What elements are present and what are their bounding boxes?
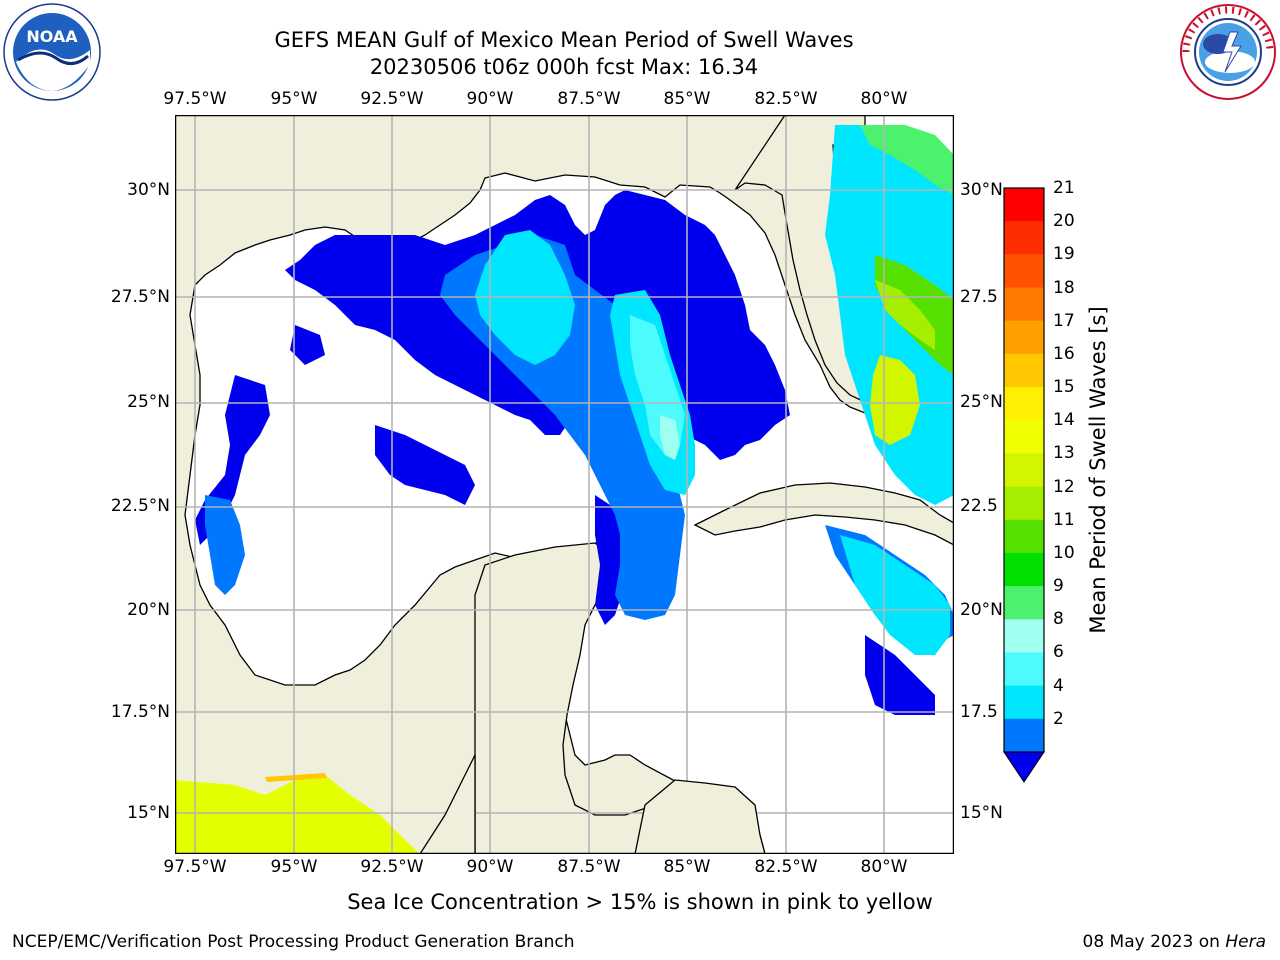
colorbar-tick-label: 19 <box>1053 244 1075 265</box>
colorbar-tick-label: 12 <box>1053 476 1075 497</box>
map-frame <box>175 115 954 854</box>
colorbar-tick-label: 17 <box>1053 310 1075 331</box>
lon-label: 97.5°W <box>163 89 227 109</box>
colorbar-segment <box>1004 486 1044 521</box>
lon-label: 85°W <box>663 857 711 877</box>
lat-label: 25°N <box>127 392 170 412</box>
colorbar-segment <box>1004 652 1044 687</box>
lon-label: 95°W <box>270 857 318 877</box>
colorbar-segments <box>1004 188 1044 753</box>
colorbar-label: Mean Period of Swell Waves [s] <box>1086 306 1110 634</box>
colorbar-tick-label: 15 <box>1053 377 1075 398</box>
colorbar-segment <box>1004 387 1044 421</box>
lon-label: 85°W <box>663 89 711 109</box>
footer-date-text: 08 May 2023 on <box>1082 932 1226 952</box>
colorbar-segment <box>1004 320 1044 355</box>
colorbar-segment <box>1004 287 1044 322</box>
map-title: GEFS MEAN Gulf of Mexico Mean Period of … <box>274 28 854 52</box>
honduras-coast <box>634 779 766 854</box>
lat-label: 15°N <box>127 803 170 823</box>
lon-label: 95°W <box>270 89 318 109</box>
lon-label: 90°W <box>466 857 514 877</box>
colorbar-tick-label: 2 <box>1053 708 1064 729</box>
lon-label: 87.5°W <box>557 89 621 109</box>
lightning-icon <box>1222 31 1242 73</box>
colorbar-segment <box>1004 685 1044 720</box>
colorbar-segment <box>1004 718 1044 753</box>
sea-ice-edge <box>265 773 327 782</box>
lat-label: 22.5 <box>960 496 998 516</box>
colorbar-tick-label: 6 <box>1053 642 1064 663</box>
footer-host: Hera <box>1225 932 1266 952</box>
central-america-coast <box>419 754 476 854</box>
colorbar-segment <box>1004 453 1044 488</box>
lon-label: 92.5°W <box>360 857 424 877</box>
lon-label: 82.5°W <box>754 857 818 877</box>
colorbar-tick-label: 16 <box>1053 343 1075 364</box>
lon-label: 82.5°W <box>754 89 818 109</box>
noaa-logo: NOAA <box>3 3 101 101</box>
lon-label: 80°W <box>860 89 908 109</box>
colorbar-segment <box>1004 420 1044 454</box>
colorbar-tick-label: 14 <box>1053 410 1075 431</box>
colorbar-tick-label: 21 <box>1053 178 1075 198</box>
lat-label: 15°N <box>960 803 1003 823</box>
lon-label: 97.5°W <box>163 857 227 877</box>
lon-label: 90°W <box>466 89 514 109</box>
colorbar-tick-label: 18 <box>1053 277 1075 298</box>
colorbar-tick-label: 10 <box>1053 542 1075 563</box>
colorbar-segment <box>1004 586 1044 620</box>
lon-label: 92.5°W <box>360 89 424 109</box>
lon-label: 87.5°W <box>557 857 621 877</box>
colorbar-tick-label: 4 <box>1053 675 1064 696</box>
colorbar-tick-label: 20 <box>1053 211 1075 232</box>
colorbar <box>1003 187 1045 783</box>
lat-label: 17.5°N <box>110 702 170 722</box>
lat-label: 20°N <box>960 600 1003 620</box>
nws-logo <box>1180 4 1276 100</box>
lat-label: 25°N <box>960 392 1003 412</box>
colorbar-frame <box>1003 187 1045 753</box>
lat-label: 22.5°N <box>110 496 170 516</box>
colorbar-tick-label: 13 <box>1053 443 1075 464</box>
sea-ice-region <box>175 775 420 854</box>
cuba-land <box>693 482 954 546</box>
lat-label: 27.5 <box>960 287 998 307</box>
colorbar-tick-label: 9 <box>1053 576 1064 597</box>
map-subtitle: 20230506 t06z 000h fcst Max: 16.34 <box>369 55 759 79</box>
lat-label: 20°N <box>127 600 170 620</box>
colorbar-segment <box>1004 552 1044 587</box>
colorbar-extend-arrow <box>1003 751 1045 783</box>
colorbar-segment <box>1004 254 1044 289</box>
colorbar-segment <box>1004 188 1044 222</box>
map-panel <box>175 115 954 854</box>
colorbar-segment <box>1004 519 1044 554</box>
footer-credit: NCEP/EMC/Verification Post Processing Pr… <box>12 932 575 952</box>
colorbar-tick-label: 11 <box>1053 509 1075 530</box>
lat-label: 27.5°N <box>110 287 170 307</box>
graticule <box>175 115 954 854</box>
colorbar-segment <box>1004 619 1044 653</box>
lat-label: 30°N <box>960 180 1003 200</box>
colorbar-segment <box>1004 353 1044 388</box>
colorbar-segment <box>1004 221 1044 255</box>
lat-label: 17.5 <box>960 702 998 722</box>
footer-date: 08 May 2023 on Hera <box>1083 932 1267 952</box>
svg-text:NOAA: NOAA <box>26 27 78 46</box>
sea-ice-note: Sea Ice Concentration > 15% is shown in … <box>347 890 933 914</box>
swell-period-band-cyan <box>475 125 954 655</box>
colorbar-tick-label: 8 <box>1053 609 1064 630</box>
lon-label: 80°W <box>860 857 908 877</box>
lat-label: 30°N <box>127 180 170 200</box>
